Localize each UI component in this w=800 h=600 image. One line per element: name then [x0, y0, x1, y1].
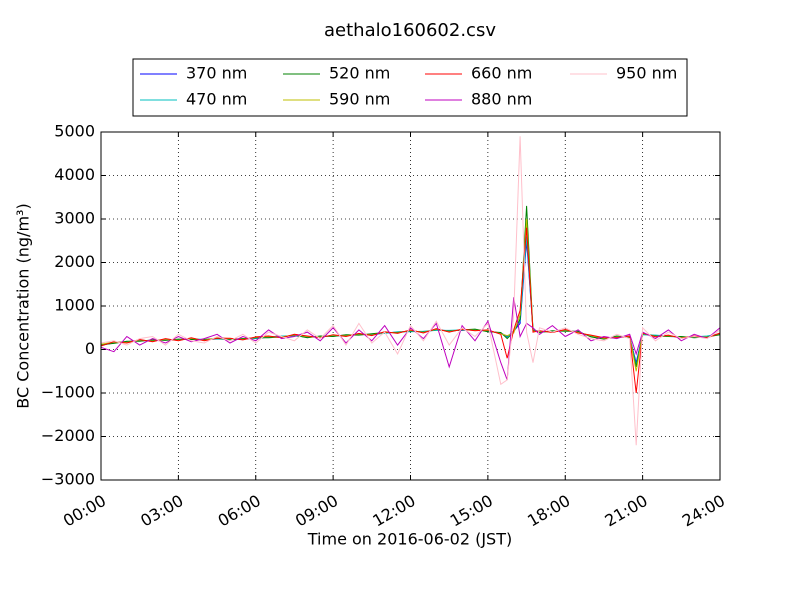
legend-label: 470 nm	[186, 90, 247, 109]
y-axis-label: BC Concentration (ng/m³)	[14, 203, 33, 408]
y-tick-label: 3000	[54, 209, 95, 228]
series-line	[100, 136, 721, 446]
y-tick-label: −1000	[41, 383, 95, 402]
legend-label: 660 nm	[471, 64, 532, 83]
chart-title: aethalo160602.csv	[324, 20, 496, 41]
x-axis-label: Time on 2016-06-02 (JST)	[307, 530, 512, 549]
series-line	[100, 297, 721, 381]
legend-label: 880 nm	[471, 90, 532, 109]
legend-label: 590 nm	[329, 90, 390, 109]
legend-frame	[132, 58, 688, 117]
legend-label: 950 nm	[616, 64, 677, 83]
y-tick-label: 1000	[54, 296, 95, 315]
y-tick-label: 0	[85, 339, 95, 358]
y-tick-label: −3000	[41, 470, 95, 489]
y-tick-label: 5000	[54, 122, 95, 141]
plot-frame	[100, 131, 721, 481]
legend-label: 520 nm	[329, 64, 390, 83]
y-tick-label: 2000	[54, 252, 95, 271]
legend: 370 nm 470 nm 520 nm 590 nm 660 nm 880 nm 950 …	[132, 58, 688, 117]
legend-label: 370 nm	[186, 64, 247, 83]
y-tick-label: 4000	[54, 165, 95, 184]
y-tick-label: −2000	[41, 426, 95, 445]
